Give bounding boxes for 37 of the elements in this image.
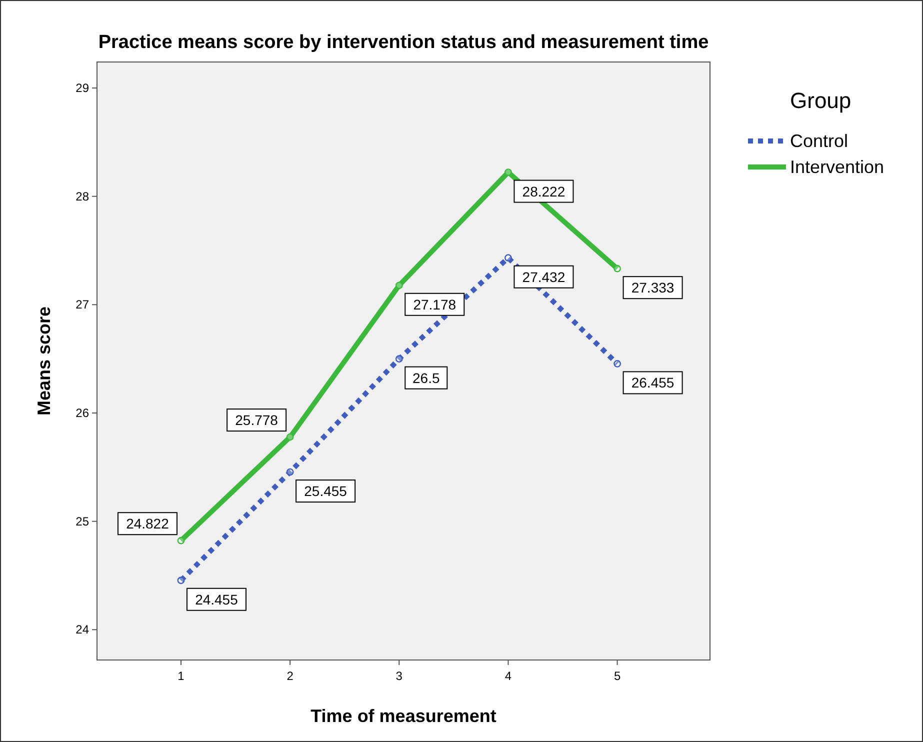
point [286, 468, 294, 476]
point [395, 282, 403, 290]
legend-label: Control [790, 131, 848, 151]
data-label: 24.822 [126, 516, 170, 532]
point [286, 433, 294, 441]
y-tick-label: 24 [76, 622, 90, 637]
x-tick-label: 2 [286, 669, 294, 683]
x-tick-label: 3 [396, 669, 403, 683]
x-tick-label: 4 [504, 669, 512, 683]
y-tick-label: 29 [76, 81, 90, 95]
x-tick-label: 5 [614, 669, 621, 683]
point [504, 254, 512, 262]
data-label: 28.222 [522, 183, 566, 200]
point [177, 536, 185, 544]
y-tick-label: 27 [76, 298, 90, 312]
point [504, 168, 512, 176]
data-label: 27.333 [631, 280, 674, 296]
legend-label: Intervention [790, 157, 884, 177]
data-label: 26.5 [412, 370, 440, 386]
legend-title: Group [790, 88, 852, 113]
chart-title: Practice means score by intervention status and measurement time [98, 32, 709, 53]
data-label: 27.178 [413, 296, 456, 312]
y-tick-label: 25 [76, 514, 90, 528]
data-label: 24.455 [195, 591, 238, 608]
point [614, 264, 621, 272]
data-label: 25.455 [304, 483, 348, 500]
point [177, 576, 185, 584]
x-axis-title: Time of measurement [310, 706, 496, 726]
x-tick-label: 1 [178, 669, 185, 683]
y-axis-title: Means score [34, 306, 54, 416]
point [614, 360, 621, 368]
y-tick-label: 28 [76, 189, 90, 204]
y-tick-label: 26 [76, 406, 90, 420]
point [395, 355, 403, 363]
data-label: 27.432 [522, 268, 566, 285]
data-label: 25.778 [235, 412, 278, 428]
data-label: 26.455 [631, 374, 674, 391]
